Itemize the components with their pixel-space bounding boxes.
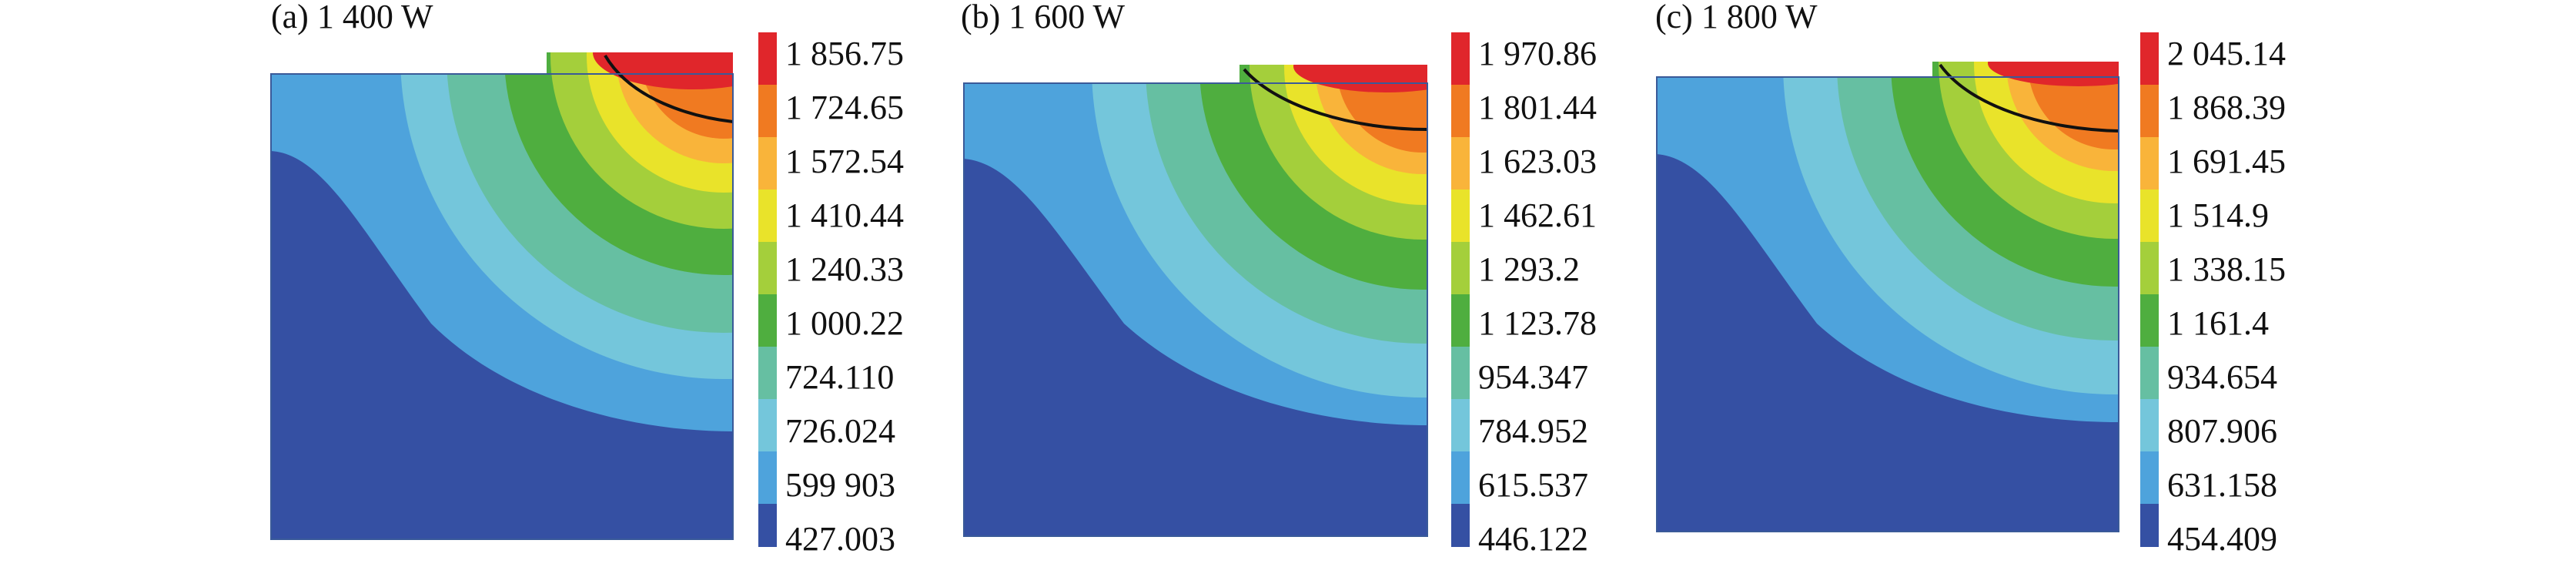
panel-b-colorbar: [1451, 32, 1470, 547]
panel-b-colorbar-label: 1 970.86: [1478, 35, 1597, 72]
panel-b-colorbar-label: 1 123.78: [1478, 304, 1597, 342]
panel-a-colorbar-label: 1 240.33: [785, 250, 904, 288]
panel-c-colorbar-label: 1 868.39: [2167, 89, 2286, 126]
panel-c-colorbar-label: 2 045.14: [2167, 35, 2286, 72]
panel-b-colorbar-label: 615.537: [1478, 466, 1588, 504]
panel-c-colorbar-label: 631.158: [2167, 466, 2277, 504]
panel-b-colorbar-label: 446.122: [1478, 520, 1588, 558]
panel-b-plot: [963, 32, 1470, 547]
panel-b-colorbar-label: 954.347: [1478, 358, 1588, 396]
panel-a-colorbar-label: 599 903: [785, 466, 895, 504]
panel-c-colorbar: [2140, 32, 2159, 547]
panel-a-plot: [270, 32, 777, 547]
panel-c-colorbar-label: 1 161.4: [2167, 304, 2269, 342]
panel-a-colorbar: [758, 32, 777, 547]
panel-b-colorbar-label: 784.952: [1478, 412, 1588, 450]
panel-a-colorbar-label: 1 856.75: [785, 35, 904, 72]
panel-c-colorbar-label: 1 338.15: [2167, 250, 2286, 288]
panel-b-colorbar-label: 1 462.61: [1478, 196, 1597, 234]
panel-a-colorbar-label: 1 724.65: [785, 89, 904, 126]
panel-b-title: (b) 1 600 W: [961, 0, 1126, 35]
panel-c-colorbar-label: 454.409: [2167, 520, 2277, 558]
panel-b-colorbar-label: 1 293.2: [1478, 250, 1580, 288]
panel-c-colorbar-label: 1 514.9: [2167, 196, 2269, 234]
panel-c-colorbar-label: 807.906: [2167, 412, 2277, 450]
panel-a-title: (a) 1 400 W: [271, 0, 433, 35]
panel-c-plot: [1656, 32, 2159, 547]
panel-c-colorbar-label: 934.654: [2167, 358, 2277, 396]
panel-a-colorbar-label: 427.003: [785, 520, 895, 558]
panel-a-colorbar-label: 1 572.54: [785, 143, 904, 180]
panel-a-colorbar-label: 726.024: [785, 412, 895, 450]
panel-c-title: (c) 1 800 W: [1655, 0, 1818, 35]
panel-b-colorbar-label: 1 623.03: [1478, 143, 1597, 180]
panel-a-colorbar-label: 1 000.22: [785, 304, 904, 342]
panel-b-colorbar-label: 1 801.44: [1478, 89, 1597, 126]
panel-a-colorbar-label: 1 410.44: [785, 196, 904, 234]
panel-a-colorbar-label: 724.110: [785, 358, 895, 396]
panel-c-colorbar-label: 1 691.45: [2167, 143, 2286, 180]
